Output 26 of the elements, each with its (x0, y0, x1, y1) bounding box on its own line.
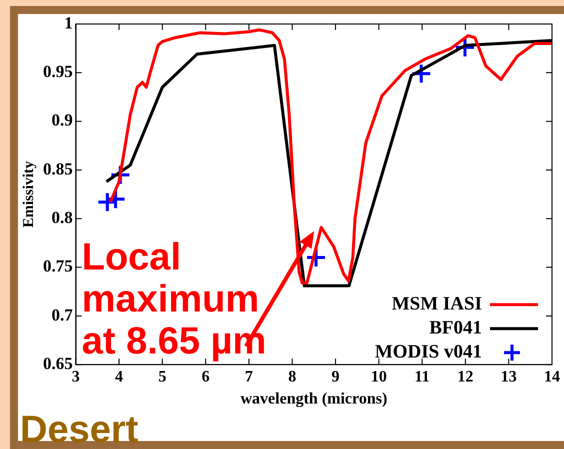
legend-label: MSM IASI (392, 294, 482, 315)
x-tick-label: 12 (457, 368, 474, 386)
x-tick-label: 10 (370, 368, 387, 386)
x-tick-label: 9 (332, 368, 340, 386)
x-tick-label: 13 (500, 368, 517, 386)
y-tick-label: 0.7 (52, 305, 74, 324)
x-tick-label: 7 (244, 368, 253, 386)
x-tick-label: 3 (72, 368, 80, 386)
legend-label: BF041 (429, 318, 482, 339)
y-tick-label: 0.75 (43, 256, 73, 276)
x-tick-label: 6 (202, 368, 210, 386)
y-tick-label: 0.9 (52, 110, 73, 130)
x-tick-label: 8 (288, 368, 296, 386)
x-tick-label: 5 (158, 368, 166, 386)
y-tick-label: 0.8 (52, 208, 73, 228)
y-tick-label: 0.85 (43, 159, 73, 178)
y-tick-label: 0.65 (43, 354, 73, 373)
x-axis-title: wavelength (microns) (240, 390, 388, 408)
legend-label: MODIS v041 (374, 342, 482, 363)
y-tick-label: 0.95 (43, 62, 73, 82)
x-tick-label: 14 (544, 368, 560, 386)
y-tick-label: 1 (64, 13, 73, 32)
x-tick-label: 11 (414, 368, 430, 386)
y-axis-title: Emissivity (20, 160, 37, 228)
text: Desert (20, 409, 139, 449)
x-tick-label: 4 (115, 368, 124, 386)
